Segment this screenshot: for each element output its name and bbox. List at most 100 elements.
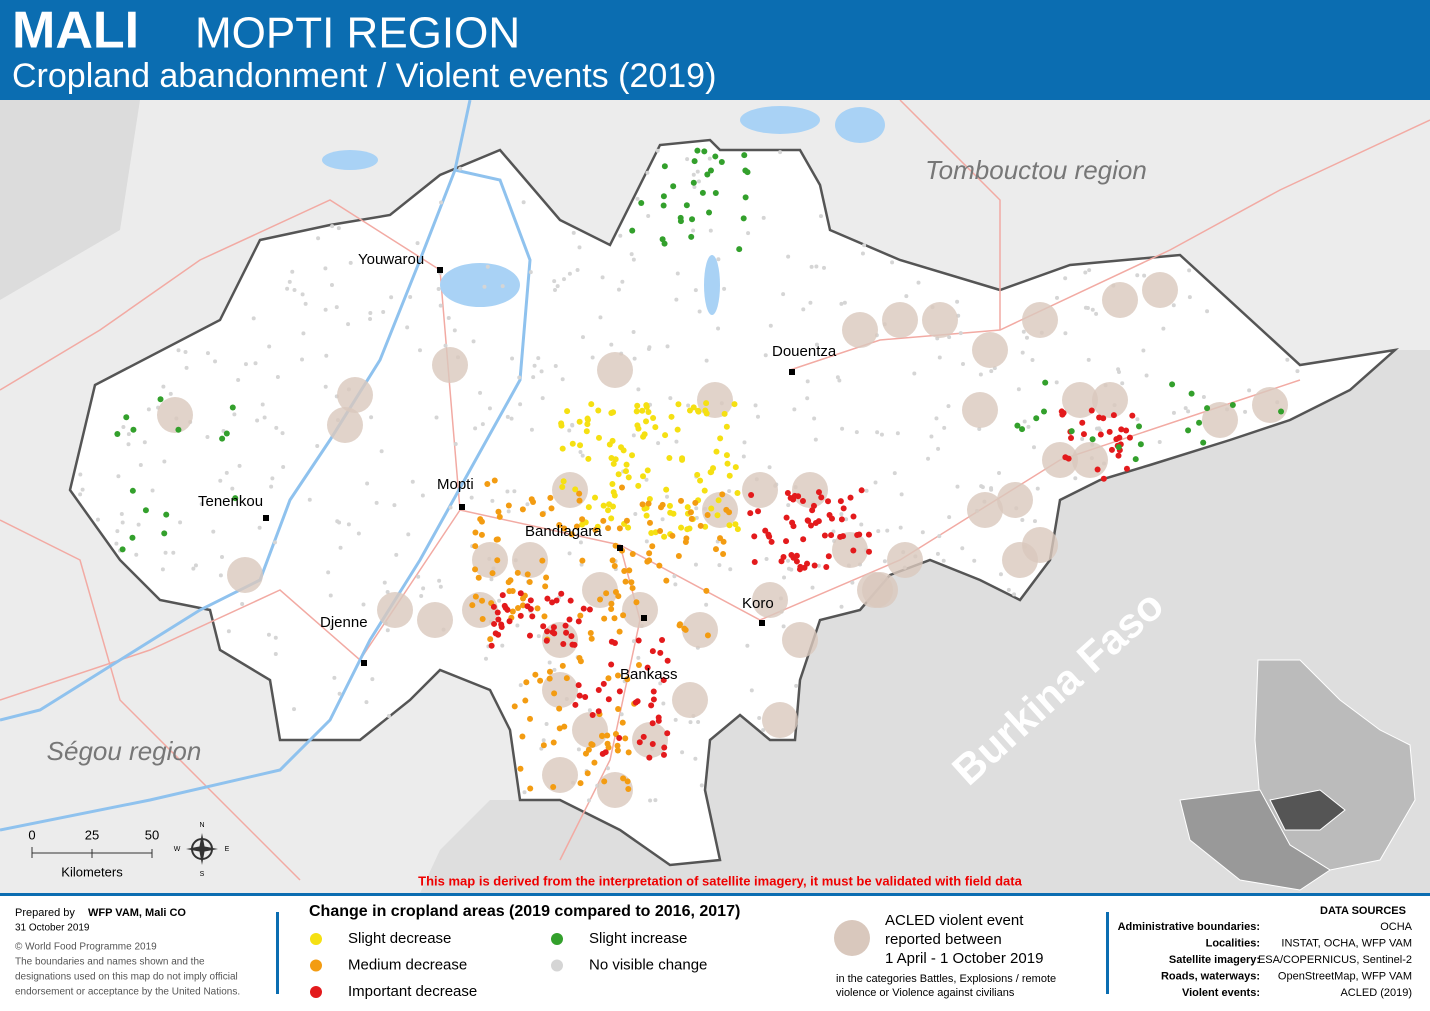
map-dot xyxy=(438,303,443,308)
map-dot xyxy=(814,342,819,347)
map-dot xyxy=(531,375,536,380)
map-dot xyxy=(511,703,518,710)
map-dot xyxy=(255,418,260,423)
legend-swatch xyxy=(310,933,322,945)
prepared-label: Prepared by xyxy=(15,907,75,919)
compass-label: W xyxy=(174,846,181,853)
map-dot xyxy=(608,454,615,461)
map-dot xyxy=(525,502,530,507)
map-dot xyxy=(406,532,411,537)
inset-map xyxy=(1179,659,1416,891)
map-dot xyxy=(546,668,553,675)
acled-event xyxy=(572,712,608,748)
map-dot xyxy=(420,493,425,498)
map-dot xyxy=(751,559,758,566)
map-dot xyxy=(600,680,607,687)
map-dot xyxy=(675,271,680,276)
map-dot xyxy=(1068,428,1075,435)
map-dot xyxy=(648,702,655,709)
map-dot xyxy=(783,514,790,521)
map-dot xyxy=(676,622,683,629)
map-dot xyxy=(649,741,656,748)
map-dot xyxy=(615,471,622,478)
map-dot xyxy=(582,750,589,757)
scale-tick: 0 xyxy=(28,827,35,842)
map-dot xyxy=(946,404,951,409)
city-label: Tenenkou xyxy=(198,493,263,510)
map-dot xyxy=(648,529,655,536)
map-dot xyxy=(615,593,622,600)
map-dot xyxy=(755,414,760,419)
map-dot xyxy=(646,519,653,526)
map-dot xyxy=(624,778,631,785)
map-dot xyxy=(136,522,141,527)
map-dot xyxy=(634,698,641,705)
map-dot xyxy=(553,597,560,604)
map-dot xyxy=(621,568,628,575)
map-dot xyxy=(494,609,501,616)
map-dot xyxy=(837,378,842,383)
map-dot xyxy=(232,495,239,502)
map-dot xyxy=(119,512,124,517)
map-dot xyxy=(608,605,615,612)
map-dot xyxy=(1080,431,1087,438)
disclaimer: endorsement or acceptance by the United … xyxy=(15,987,240,998)
map-dot xyxy=(664,730,671,737)
map-dot xyxy=(839,604,844,609)
map-dot xyxy=(681,625,688,632)
map-dot xyxy=(808,522,815,529)
map-dot xyxy=(1022,419,1027,424)
map-dot xyxy=(854,430,859,435)
map-dot xyxy=(614,672,621,679)
map-dot xyxy=(703,410,710,417)
river xyxy=(0,99,472,722)
map-dot xyxy=(663,486,670,493)
map-dot xyxy=(655,148,660,153)
map-dot xyxy=(571,230,576,235)
map-dot xyxy=(858,487,865,494)
acled-event xyxy=(1022,527,1058,563)
map-dot xyxy=(576,747,581,752)
map-dot xyxy=(713,448,720,455)
map-dot xyxy=(243,362,248,367)
map-dot xyxy=(715,497,722,504)
map-dot xyxy=(555,284,560,289)
map-dot xyxy=(1247,388,1252,393)
map-dot xyxy=(644,477,649,482)
map-dot xyxy=(712,190,719,197)
map-dot xyxy=(1171,303,1176,308)
map-dot xyxy=(942,425,947,430)
map-dot xyxy=(666,502,673,509)
map-dot xyxy=(629,252,634,257)
map-dot xyxy=(262,415,267,420)
map-dot xyxy=(947,335,952,340)
map-dot xyxy=(495,631,502,638)
map-dot xyxy=(1115,444,1122,451)
map-dot xyxy=(835,375,840,380)
legend-label: Slight decrease xyxy=(348,930,451,947)
map-dot xyxy=(1278,408,1285,415)
map-dot xyxy=(675,401,682,408)
map-dot xyxy=(661,163,668,170)
map-dot xyxy=(610,460,617,467)
acled-event xyxy=(157,397,193,433)
map-dot xyxy=(556,705,563,712)
rivers xyxy=(0,99,532,832)
map-dot xyxy=(505,489,510,494)
map-dot xyxy=(655,714,662,721)
map-dot xyxy=(541,738,546,743)
map-dot xyxy=(972,558,977,563)
legend-swatch xyxy=(310,986,322,998)
map-dot xyxy=(791,492,798,499)
map-dot xyxy=(723,423,730,430)
map-dot xyxy=(636,655,641,660)
map-dot xyxy=(1204,405,1211,412)
map-dot xyxy=(1110,412,1117,419)
map-dot xyxy=(643,418,650,425)
header-bar xyxy=(0,0,1430,100)
map-dot xyxy=(163,550,168,555)
map-dot xyxy=(184,365,189,370)
map-dot xyxy=(1096,414,1103,421)
map-dot xyxy=(751,533,758,540)
map-dot xyxy=(448,505,453,510)
